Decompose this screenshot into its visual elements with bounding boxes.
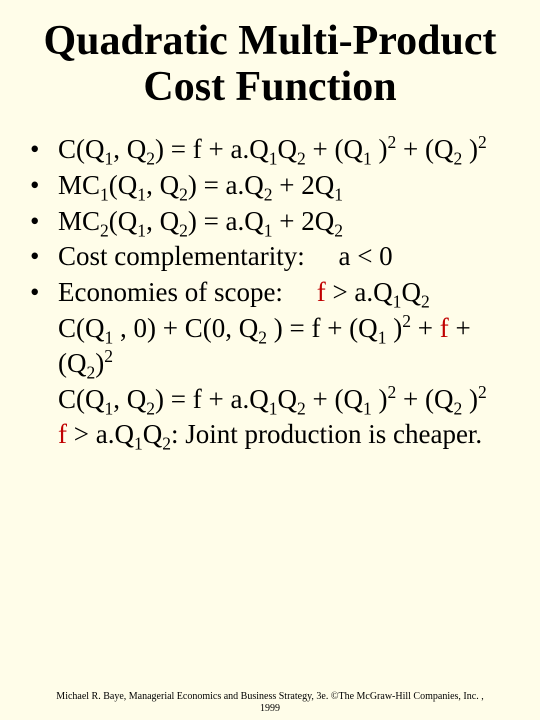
line-7: C(Q1, Q2) = f + a.Q1Q2 + (Q1 )2 + (Q2 )2	[24, 382, 516, 418]
bullet-4: Cost complementarity: a < 0	[24, 239, 516, 275]
bullet-1: C(Q1, Q2) = f + a.Q1Q2 + (Q1 )2 + (Q2 )2	[24, 132, 516, 168]
title-line-1: Quadratic Multi-Product	[43, 18, 496, 64]
footer-line-2: 1999	[260, 703, 280, 714]
line-6: C(Q1 , 0) + C(0, Q2 ) = f + (Q1 )2 + f +…	[24, 311, 516, 382]
bullet-2: MC1(Q1, Q2) = a.Q2 + 2Q1	[24, 168, 516, 204]
bullet-5: Economies of scope: f > a.Q1Q2	[24, 275, 516, 311]
bullet-list: C(Q1, Q2) = f + a.Q1Q2 + (Q1 )2 + (Q2 )2…	[24, 132, 516, 453]
line-8: f > a.Q1Q2: Joint production is cheaper.	[24, 417, 516, 453]
slide-title: Quadratic Multi-Product Cost Function	[24, 18, 516, 110]
title-line-2: Cost Function	[143, 64, 396, 110]
footer-line-1: Michael R. Baye, Managerial Economics an…	[56, 691, 483, 702]
bullet-3: MC2(Q1, Q2) = a.Q1 + 2Q2	[24, 204, 516, 240]
footer: Michael R. Baye, Managerial Economics an…	[0, 691, 540, 714]
slide: Quadratic Multi-Product Cost Function C(…	[0, 0, 540, 720]
